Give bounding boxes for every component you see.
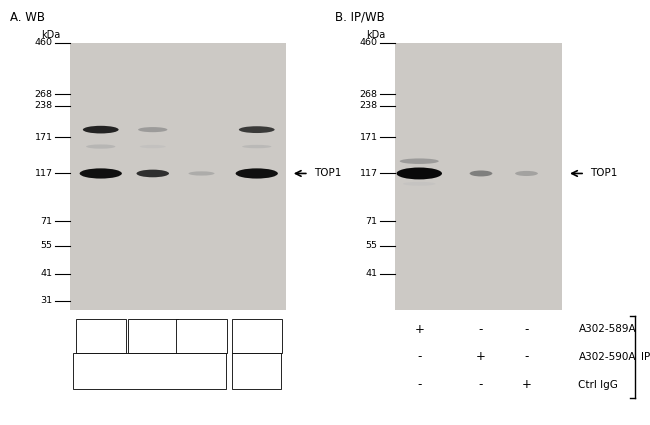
Ellipse shape (79, 168, 122, 178)
Text: T: T (254, 366, 260, 376)
Bar (233, 353, 281, 389)
Text: HeLa: HeLa (135, 366, 164, 376)
Ellipse shape (138, 127, 168, 132)
Text: 460: 460 (359, 38, 378, 47)
Text: Ctrl IgG: Ctrl IgG (578, 380, 618, 390)
Ellipse shape (83, 126, 118, 133)
Text: 238: 238 (359, 101, 378, 110)
Text: kDa: kDa (366, 30, 385, 40)
Ellipse shape (396, 167, 442, 179)
Ellipse shape (242, 145, 272, 148)
Ellipse shape (188, 171, 215, 176)
Text: 5: 5 (198, 331, 205, 341)
Text: 41: 41 (41, 269, 53, 278)
Text: B. IP/WB: B. IP/WB (335, 11, 385, 24)
Text: 268: 268 (34, 90, 53, 99)
Text: 55: 55 (366, 241, 378, 250)
Ellipse shape (239, 126, 274, 133)
Text: TOP1: TOP1 (313, 168, 341, 178)
Text: +: + (521, 378, 532, 391)
Text: -: - (525, 323, 528, 336)
Bar (127, 319, 178, 353)
Text: 268: 268 (359, 90, 378, 99)
Bar (395, 42, 562, 310)
Text: A. WB: A. WB (10, 11, 45, 24)
Text: -: - (479, 323, 483, 336)
Text: 117: 117 (34, 169, 53, 178)
Text: 460: 460 (34, 38, 53, 47)
Bar (75, 319, 126, 353)
Bar (231, 319, 282, 353)
Ellipse shape (515, 171, 538, 176)
Bar (176, 319, 227, 353)
Text: 171: 171 (34, 133, 53, 142)
Text: A302-590A: A302-590A (578, 352, 636, 362)
Text: 71: 71 (366, 217, 378, 226)
Ellipse shape (136, 170, 169, 177)
Text: 15: 15 (146, 331, 160, 341)
Text: 117: 117 (359, 169, 378, 178)
Text: +: + (476, 351, 486, 363)
Ellipse shape (235, 168, 278, 178)
Text: -: - (417, 351, 421, 363)
Bar (70, 42, 286, 310)
Text: +: + (414, 323, 424, 336)
Text: 55: 55 (41, 241, 53, 250)
Text: -: - (525, 351, 528, 363)
Text: A302-589A: A302-589A (578, 324, 636, 334)
Text: TOP1: TOP1 (590, 168, 618, 178)
Text: -: - (417, 378, 421, 391)
Ellipse shape (469, 170, 493, 176)
Text: -: - (479, 378, 483, 391)
Text: 238: 238 (34, 101, 53, 110)
Ellipse shape (400, 159, 439, 164)
Text: 31: 31 (40, 296, 53, 305)
Text: 50: 50 (250, 331, 264, 341)
Ellipse shape (140, 145, 166, 148)
Text: IP: IP (641, 352, 650, 362)
Text: 50: 50 (94, 331, 108, 341)
Ellipse shape (403, 182, 436, 186)
Ellipse shape (86, 144, 116, 149)
Bar (73, 353, 226, 389)
Text: kDa: kDa (41, 30, 60, 40)
Text: 171: 171 (359, 133, 378, 142)
Text: 71: 71 (41, 217, 53, 226)
Text: 41: 41 (366, 269, 378, 278)
